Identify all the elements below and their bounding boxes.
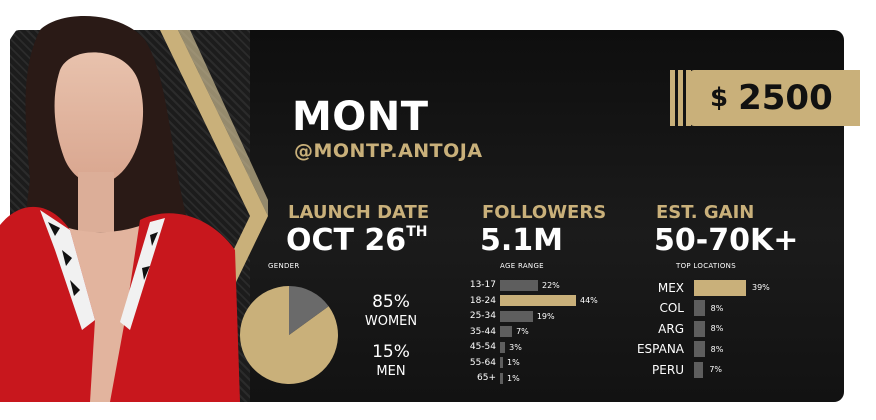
price-value: 2500: [738, 78, 833, 118]
age-range-label: 35-44: [469, 326, 496, 337]
age-range-label: 18-24: [469, 295, 496, 306]
location-row: ARG 8%: [636, 320, 723, 337]
location-bar: [694, 341, 705, 357]
launch-date-label: LAUNCH DATE: [288, 202, 430, 223]
age-range-row: 45-54 3%: [466, 340, 522, 354]
age-range-title: AGE RANGE: [500, 262, 544, 270]
pie-slice-women: [240, 286, 338, 384]
gender-title: GENDER: [268, 262, 300, 270]
location-bar: [694, 320, 705, 337]
price-tag-stripes: [668, 70, 698, 126]
launch-date-suffix: TH: [406, 224, 428, 240]
location-percent: 8%: [710, 344, 724, 354]
location-percent: 8%: [710, 303, 724, 313]
age-range-percent: 22%: [542, 280, 560, 290]
age-range-percent: 7%: [516, 327, 529, 336]
age-range-bar: [500, 310, 533, 322]
age-range-label: 25-34: [469, 311, 496, 321]
launch-date-value: OCT 26TH: [286, 223, 428, 258]
age-range-row: 35-44 7%: [466, 325, 529, 339]
location-row: ESPANA 8%: [636, 341, 723, 358]
gender-pie-chart: [240, 286, 338, 384]
age-range-label: 45-54: [469, 342, 496, 352]
age-range-bar: [500, 295, 576, 306]
followers-value: 5.1M: [480, 223, 563, 258]
age-range-percent: 3%: [509, 342, 522, 352]
age-range-bar: [500, 341, 506, 353]
age-range-bar: [500, 357, 503, 368]
location-label: ARG: [658, 321, 684, 336]
age-range-row: 18-24 44%: [466, 294, 598, 308]
location-percent: 7%: [709, 365, 723, 374]
location-row: COL 8%: [636, 300, 723, 317]
age-range-percent: 44%: [580, 296, 598, 305]
location-bar: [694, 361, 704, 378]
age-range-row: 13-17 22%: [466, 278, 560, 292]
location-percent: 39%: [752, 283, 770, 292]
creator-handle: @MONTP.ANTOJA: [294, 140, 483, 162]
est-gain-value: 50-70K+: [654, 223, 799, 258]
men-percent: 15%: [372, 342, 410, 362]
age-range-row: 25-34 19%: [466, 309, 555, 323]
location-bar: [694, 300, 705, 316]
creator-name: MONT: [292, 94, 429, 140]
age-range-row: 65+ 1%: [466, 371, 520, 385]
location-percent: 8%: [710, 324, 724, 333]
gold-chevron-decoration: [160, 30, 268, 402]
location-label: COL: [659, 301, 684, 315]
location-label: MEX: [657, 280, 684, 295]
age-range-label: 65+: [477, 373, 496, 383]
age-range-bar: [500, 279, 538, 291]
age-range-bar: [500, 326, 513, 337]
followers-label: FOLLOWERS: [482, 202, 607, 223]
age-range-percent: 1%: [507, 373, 520, 383]
age-range-row: 55-64 1%: [466, 356, 520, 370]
creator-photo: [0, 0, 240, 402]
women-label: WOMEN: [364, 314, 418, 329]
age-range-label: 55-64: [469, 357, 496, 368]
men-label: MEN: [376, 364, 406, 379]
location-label: ESPANA: [636, 342, 684, 356]
pie-slice-men: [289, 286, 329, 335]
age-range-percent: 19%: [536, 311, 555, 321]
est-gain-label: EST. GAIN: [656, 202, 755, 223]
location-row: MEX 39%: [636, 279, 770, 296]
top-locations-title: TOP LOCATIONS: [676, 262, 736, 270]
age-range-label: 13-17: [469, 280, 496, 290]
location-row: PERU 7%: [636, 361, 722, 378]
location-bar: [694, 279, 746, 296]
location-label: PERU: [652, 362, 684, 377]
women-percent: 85%: [372, 292, 410, 312]
price-currency: $: [710, 83, 729, 113]
age-range-percent: 1%: [507, 358, 520, 367]
age-range-bar: [500, 372, 503, 384]
price-tag: $ 2500: [690, 70, 860, 126]
